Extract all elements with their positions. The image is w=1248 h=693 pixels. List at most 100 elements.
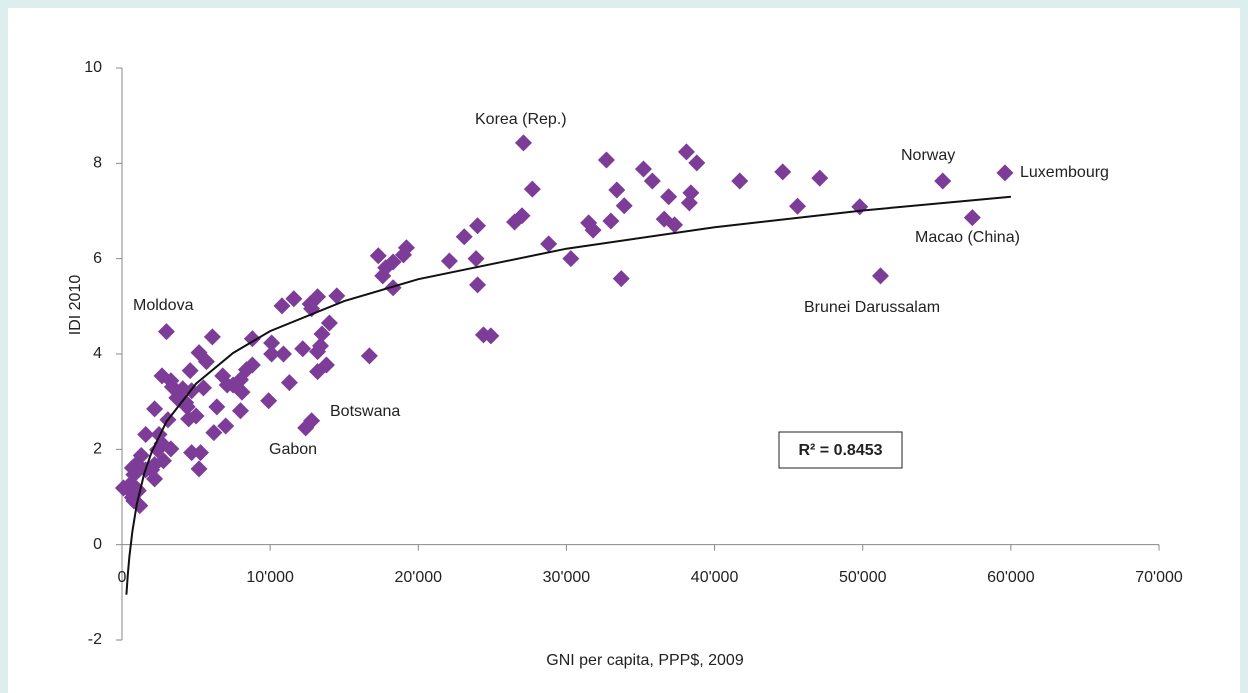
annotation: Norway — [901, 147, 955, 164]
x-tick-label: 70'000 — [1135, 569, 1183, 586]
annotation: Moldova — [133, 297, 194, 314]
point — [580, 214, 598, 232]
point — [180, 410, 198, 428]
point — [153, 367, 171, 385]
point — [137, 426, 155, 444]
point — [320, 314, 338, 332]
point — [467, 250, 485, 268]
point — [309, 363, 327, 381]
point — [469, 276, 487, 294]
point — [523, 180, 541, 198]
point — [789, 197, 807, 215]
y-tick-label: 6 — [93, 250, 102, 267]
point — [871, 267, 889, 285]
point — [146, 470, 164, 488]
point — [469, 217, 487, 235]
point — [360, 347, 378, 365]
point — [680, 194, 698, 212]
point — [232, 402, 250, 420]
point — [660, 188, 678, 206]
point — [263, 345, 281, 363]
point — [190, 460, 208, 478]
point — [183, 444, 201, 462]
point — [192, 444, 210, 462]
point — [274, 345, 292, 363]
point — [285, 290, 303, 308]
point — [301, 295, 319, 313]
point — [597, 151, 615, 169]
y-tick-label: 4 — [93, 345, 102, 362]
annotation: Luxembourg — [1020, 164, 1109, 181]
point — [114, 479, 132, 497]
x-tick-label: 10'000 — [246, 569, 294, 586]
point — [328, 287, 346, 305]
point — [731, 172, 749, 190]
x-tick-label: 50'000 — [839, 569, 887, 586]
point — [688, 154, 706, 172]
point — [608, 181, 626, 199]
annotation: Botswana — [330, 403, 400, 420]
point — [655, 210, 673, 228]
point — [190, 344, 208, 362]
point — [934, 172, 952, 190]
point — [194, 379, 212, 397]
point — [540, 235, 558, 253]
annotation: Korea (Rep.) — [475, 111, 567, 128]
annotation: Brunei Darussalam — [804, 299, 940, 316]
point — [562, 250, 580, 268]
point — [208, 398, 226, 416]
point — [440, 252, 458, 270]
point — [294, 340, 312, 358]
panel — [8, 8, 1240, 693]
point — [260, 392, 278, 410]
point — [514, 134, 532, 152]
y-tick-label: -2 — [88, 631, 102, 648]
r2-label: R² = 0.8453 — [798, 442, 882, 459]
point — [369, 247, 387, 265]
point — [506, 213, 524, 231]
annotation: Macao (China) — [915, 229, 1020, 246]
point — [602, 212, 620, 230]
r2-box — [778, 431, 903, 469]
y-tick-label: 2 — [93, 441, 102, 458]
annotation: Gabon — [269, 441, 317, 458]
point — [205, 424, 223, 442]
point — [963, 209, 981, 227]
point — [996, 164, 1014, 182]
point — [612, 270, 630, 288]
point — [384, 279, 402, 297]
point — [374, 267, 392, 285]
point — [203, 328, 221, 346]
point — [682, 184, 700, 202]
point — [214, 367, 232, 385]
x-tick-label: 40'000 — [691, 569, 739, 586]
point — [615, 197, 633, 215]
point — [297, 419, 315, 437]
point — [178, 398, 196, 416]
point — [643, 172, 661, 190]
x-tick-label: 60'000 — [987, 569, 1035, 586]
point — [634, 160, 652, 178]
point — [455, 228, 473, 246]
point — [123, 459, 141, 477]
point — [146, 400, 164, 418]
x-axis-title: GNI per capita, PPP$, 2009 — [546, 652, 744, 669]
point — [677, 143, 695, 161]
y-tick-label: 0 — [93, 536, 102, 553]
point — [811, 169, 829, 187]
point — [474, 326, 492, 344]
point — [273, 297, 291, 315]
point — [774, 163, 792, 181]
point — [263, 334, 281, 352]
x-tick-label: 0 — [118, 569, 127, 586]
point — [217, 417, 235, 435]
point — [280, 374, 298, 392]
y-tick-label: 8 — [93, 155, 102, 172]
trendline — [125, 195, 1011, 595]
point — [149, 441, 167, 459]
point — [309, 343, 327, 361]
point — [394, 246, 412, 264]
point — [313, 325, 331, 343]
